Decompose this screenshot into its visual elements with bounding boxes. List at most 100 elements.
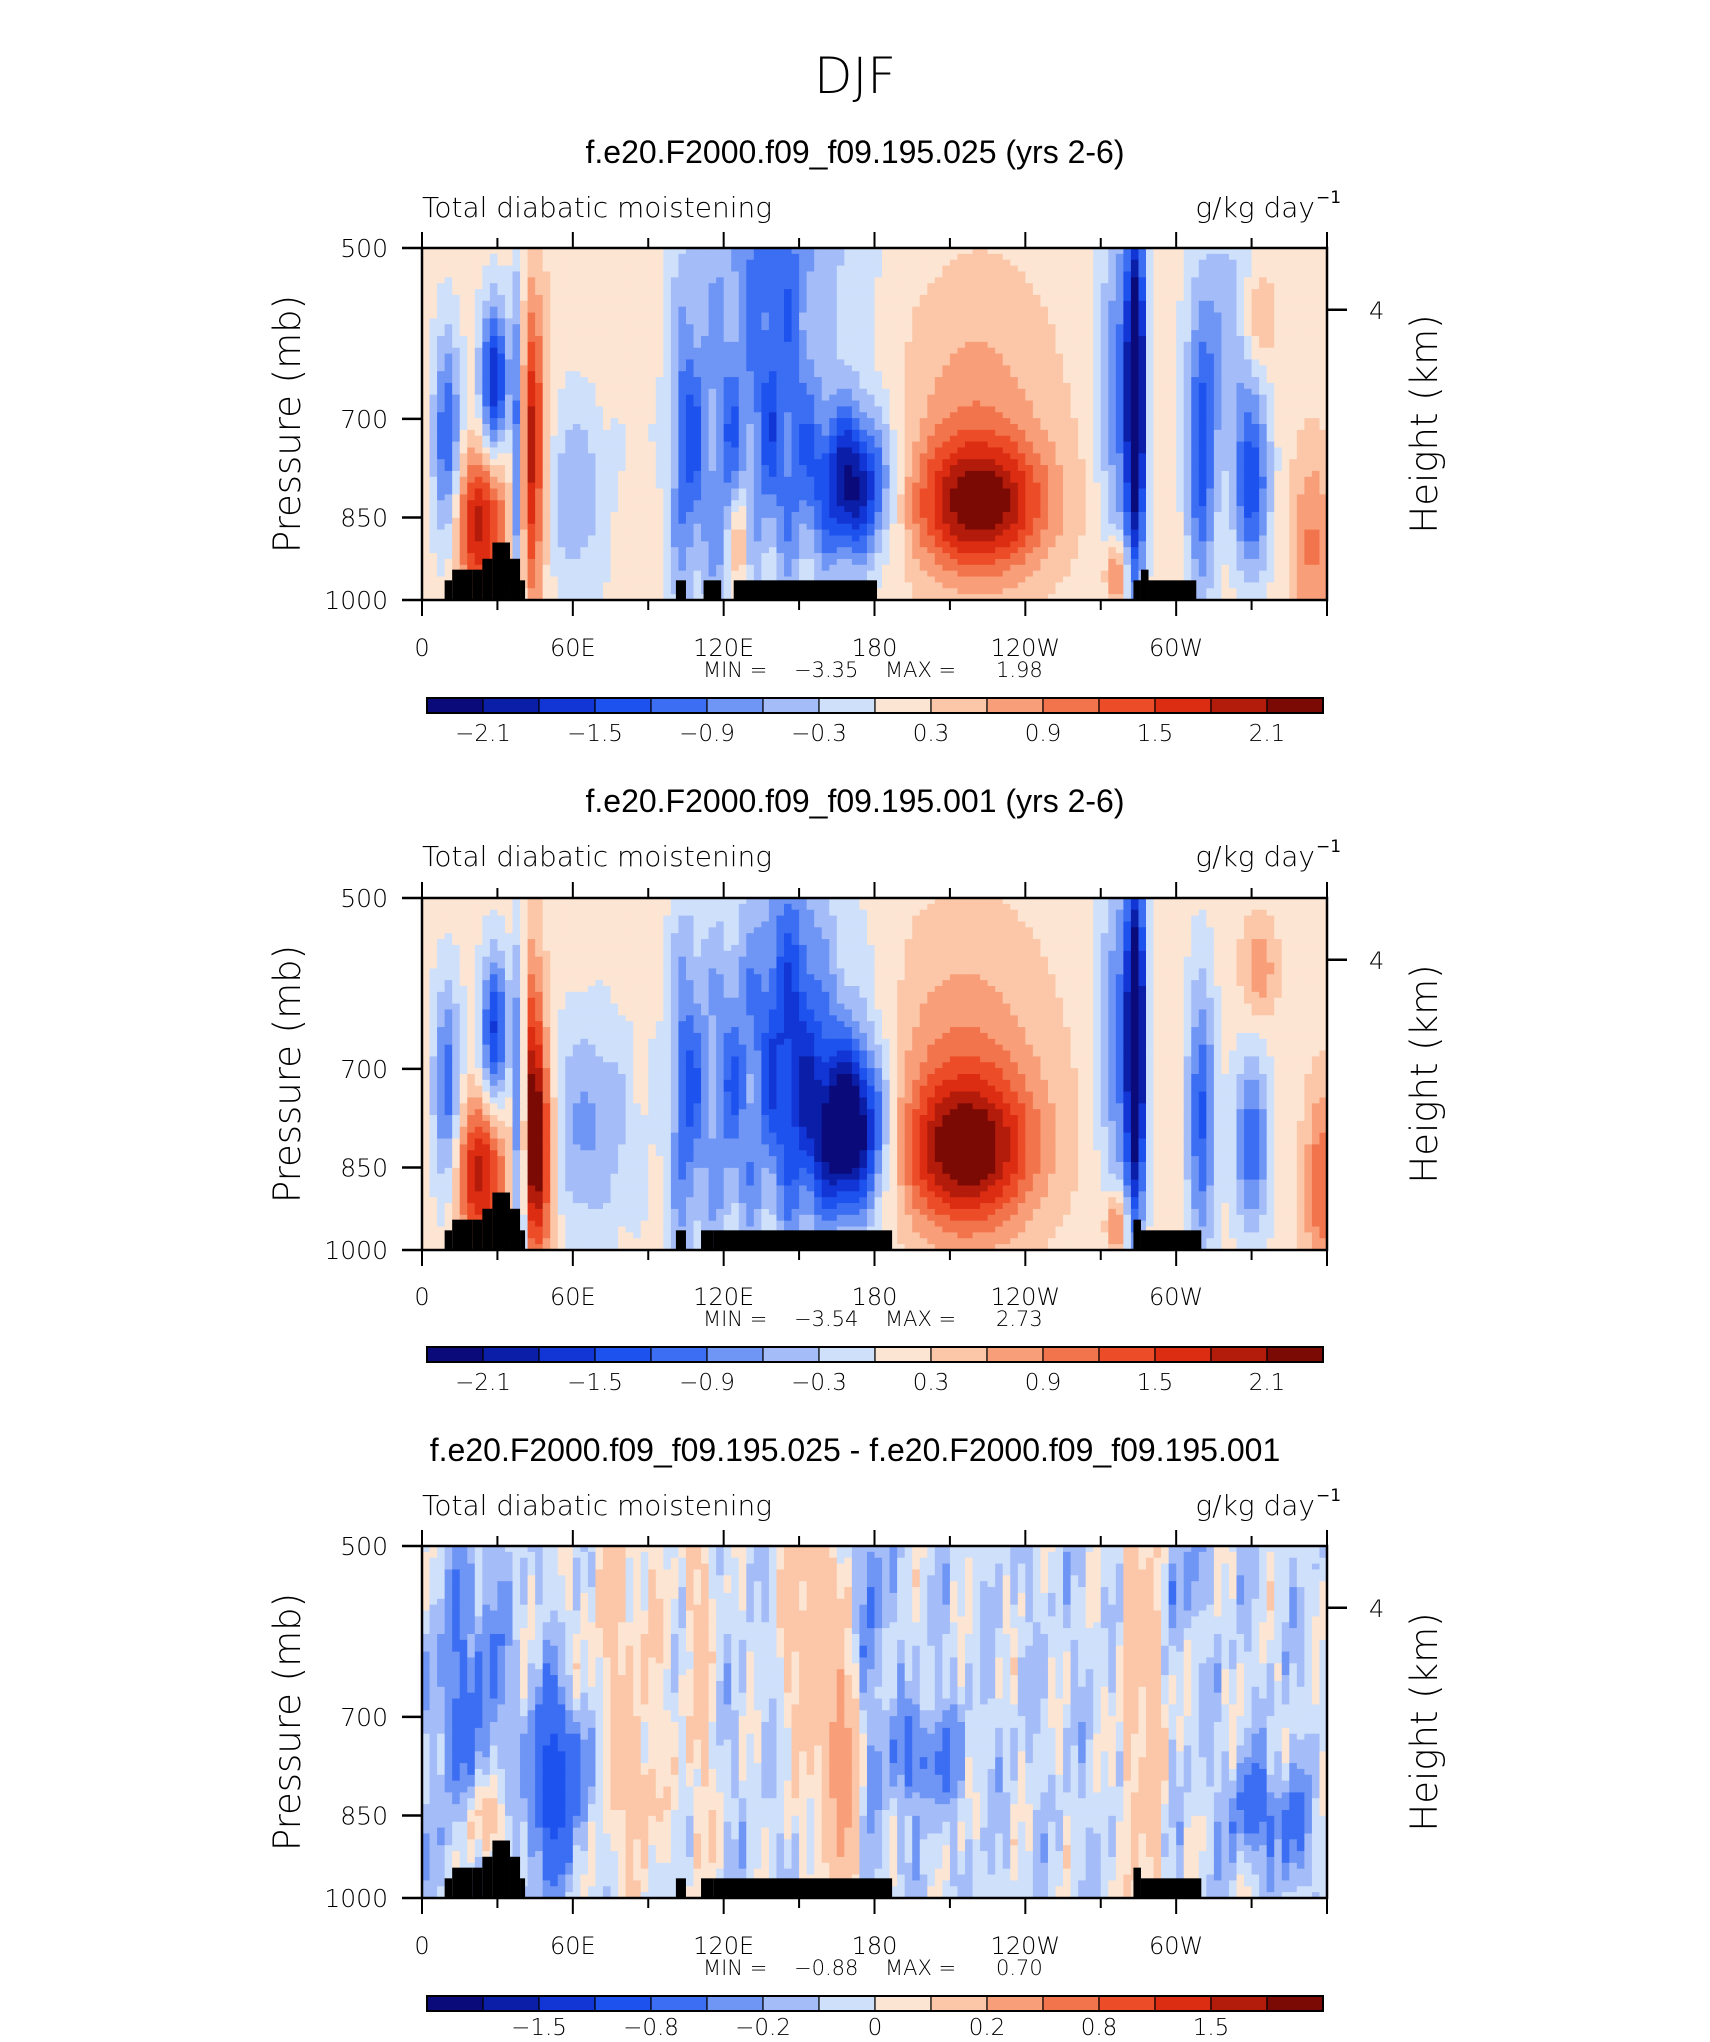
heatmap-cell — [1130, 359, 1140, 366]
heatmap-cell — [625, 394, 634, 402]
heatmap-cell — [980, 347, 989, 355]
heatmap-cell — [437, 347, 446, 355]
heatmap-cell — [1100, 318, 1109, 325]
heatmap-cell — [693, 248, 702, 255]
heatmap-cell — [791, 271, 800, 278]
heatmap-cell — [685, 283, 695, 290]
heatmap-cell — [1168, 406, 1177, 413]
heatmap-cell — [1093, 300, 1102, 308]
heatmap-cell — [1176, 400, 1185, 407]
heatmap-cell — [618, 388, 627, 396]
heatmap-cell — [776, 435, 785, 443]
heatmap-cell — [1025, 318, 1034, 325]
heatmap-cell — [1115, 377, 1124, 384]
heatmap-cell — [1130, 248, 1140, 255]
heatmap-cell — [1070, 365, 1079, 372]
heatmap-cell — [1047, 453, 1057, 460]
heatmap-cell — [980, 253, 989, 261]
heatmap-cell — [965, 470, 974, 478]
heatmap-cell — [1236, 277, 1245, 284]
heatmap-cell — [1100, 277, 1109, 284]
heatmap-cell — [1002, 248, 1011, 255]
heatmap-cell — [655, 347, 664, 355]
heatmap-cell — [1296, 248, 1305, 255]
heatmap-cell — [1191, 318, 1200, 325]
heatmap-cell — [1168, 424, 1177, 431]
heatmap-cell — [829, 382, 838, 390]
heatmap-cell — [1078, 424, 1087, 431]
heatmap-cell — [1176, 388, 1185, 396]
heatmap-cell — [1198, 465, 1207, 472]
heatmap-cell — [452, 294, 461, 302]
heatmap-cell — [685, 336, 695, 343]
heatmap-cell — [1153, 400, 1162, 407]
heatmap-cell — [603, 353, 612, 361]
heatmap-cell — [1100, 394, 1109, 402]
heatmap-cell — [648, 253, 657, 261]
heatmap-cell — [670, 482, 680, 490]
heatmap-cell — [1017, 259, 1026, 267]
heatmap-cell — [897, 388, 906, 396]
heatmap-cell — [1274, 289, 1283, 296]
heatmap-cell — [1047, 306, 1057, 314]
heatmap-cell — [882, 394, 891, 402]
heatmap-cell — [678, 482, 687, 490]
heatmap-cell — [625, 447, 634, 454]
heatmap-cell — [512, 459, 521, 466]
heatmap-cell — [927, 441, 936, 449]
heatmap-cell — [731, 265, 740, 273]
heatmap-cell — [1228, 353, 1238, 361]
heatmap-cell — [610, 347, 619, 355]
heatmap-cell — [1281, 435, 1290, 443]
heatmap-cell — [972, 359, 981, 366]
heatmap-cell — [603, 336, 612, 343]
heatmap-cell — [1161, 248, 1170, 255]
heatmap-cell — [965, 359, 974, 366]
heatmap-cell — [1138, 259, 1147, 267]
heatmap-cell — [489, 441, 499, 449]
heatmap-cell — [1153, 482, 1162, 490]
heatmap-cell — [1115, 330, 1124, 337]
heatmap-cell — [542, 365, 551, 372]
heatmap-cell — [731, 400, 740, 407]
heatmap-cell — [640, 435, 649, 443]
heatmap-cell — [776, 289, 785, 296]
heatmap-cell — [1078, 359, 1087, 366]
heatmap-cell — [1002, 412, 1011, 419]
heatmap-cell — [761, 283, 770, 290]
heatmap-cell — [1010, 353, 1019, 361]
heatmap-cell — [550, 412, 559, 419]
heatmap-cell — [640, 400, 649, 407]
heatmap-cell — [1213, 470, 1223, 478]
heatmap-cell — [1213, 359, 1223, 366]
heatmap-cell — [1198, 289, 1207, 296]
heatmap-cell — [776, 459, 785, 466]
heatmap-cell — [542, 353, 551, 361]
heatmap-cell — [949, 476, 959, 484]
heatmap-cell — [1168, 253, 1177, 261]
heatmap-cell — [1055, 353, 1064, 361]
heatmap-cell — [587, 488, 597, 495]
heatmap-cell — [904, 406, 913, 413]
heatmap-cell — [723, 388, 732, 396]
heatmap-cell — [1296, 259, 1305, 267]
heatmap-cell — [1274, 412, 1283, 419]
heatmap-cell — [1070, 371, 1079, 378]
heatmap-cell — [942, 353, 951, 361]
heatmap-cell — [625, 347, 634, 355]
heatmap-cell — [1025, 353, 1034, 361]
heatmap-cell — [1070, 312, 1079, 319]
heatmap-cell — [1070, 388, 1079, 396]
heatmap-cell — [1289, 394, 1298, 402]
heatmap-cell — [746, 353, 755, 361]
heatmap-cell — [1002, 418, 1011, 425]
heatmap-cell — [972, 377, 981, 384]
heatmap-cell — [444, 488, 453, 495]
heatmap-cell — [1183, 465, 1192, 472]
heatmap-cell — [557, 277, 566, 284]
heatmap-cell — [1063, 382, 1072, 390]
heatmap-cell — [550, 289, 559, 296]
heatmap-cell — [866, 429, 876, 437]
heatmap-cell — [753, 418, 762, 425]
heatmap-cell — [1274, 277, 1283, 284]
